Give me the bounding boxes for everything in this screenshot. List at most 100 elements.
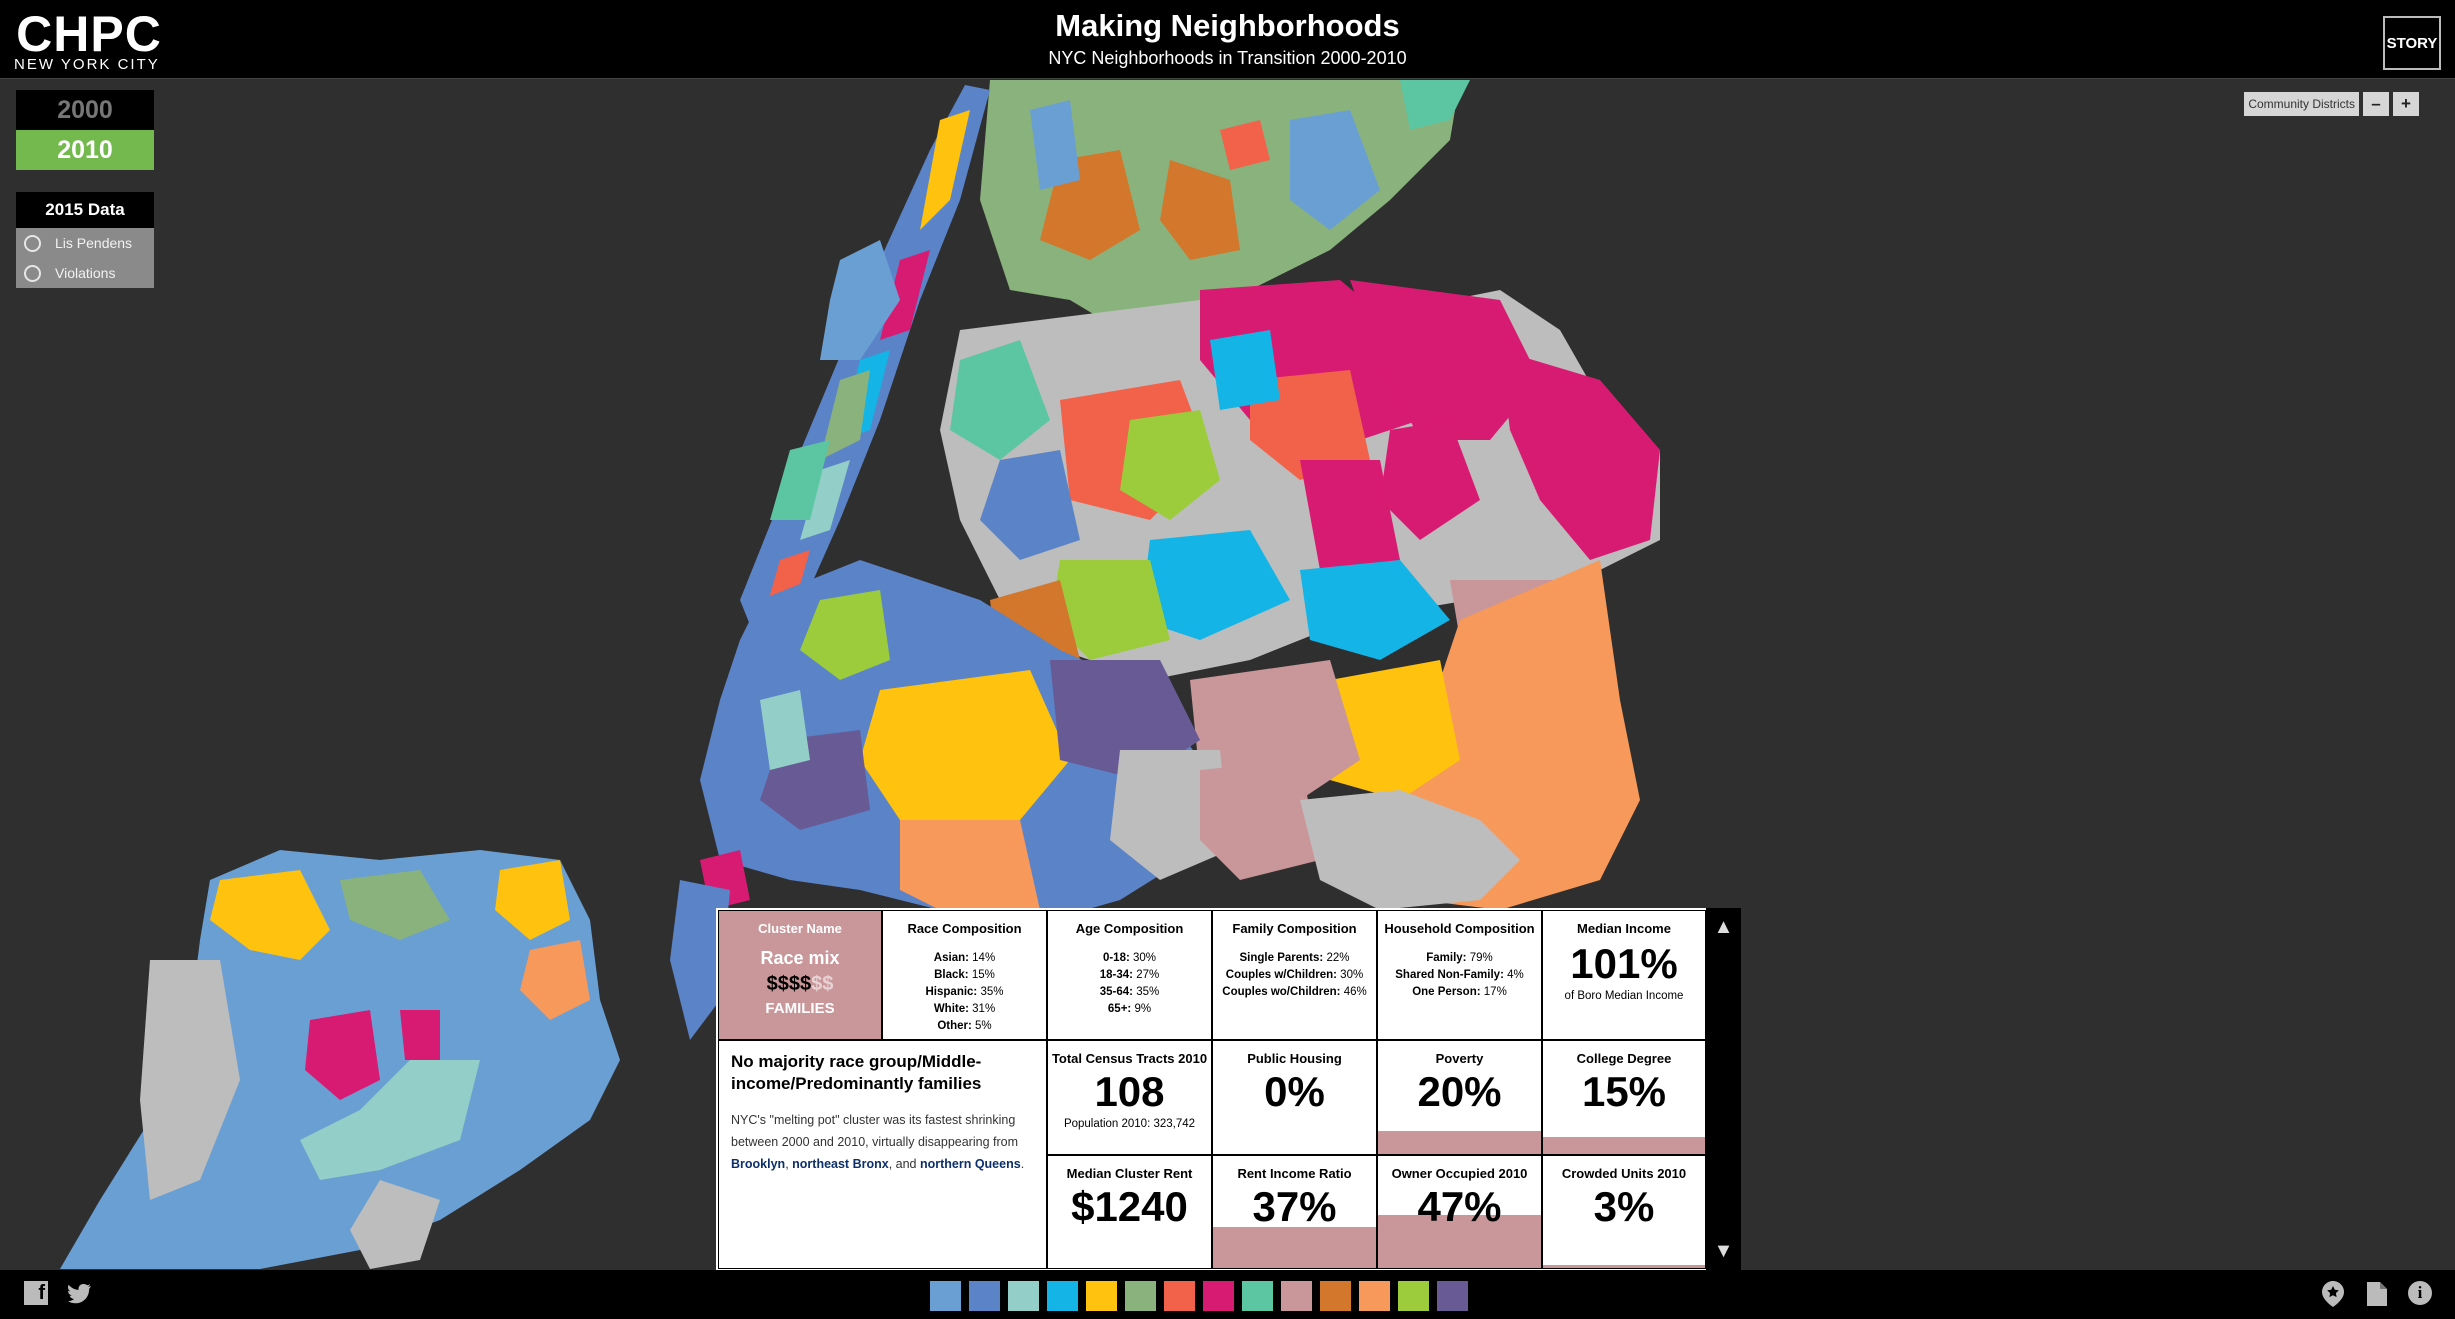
zoom-in-button[interactable]: + <box>2393 92 2419 116</box>
twitter-icon[interactable] <box>68 1284 92 1304</box>
legend-swatch[interactable] <box>1008 1281 1039 1311</box>
rent-income-ratio-bar <box>1213 1226 1376 1268</box>
document-icon[interactable] <box>2367 1282 2387 1306</box>
median-income-cell: Median Income 101% of Boro Median Income <box>1542 910 1706 1040</box>
zoom-out-button[interactable]: – <box>2363 92 2389 116</box>
household-composition-list: Family: 79% Shared Non-Family: 4% One Pe… <box>1395 952 1524 998</box>
facebook-icon[interactable]: f <box>24 1281 48 1305</box>
story-button[interactable]: STORY <box>2383 16 2441 70</box>
race-composition-cell: Race Composition Asian: 14% Black: 15% H… <box>882 910 1047 1040</box>
census-tracts-cell: Total Census Tracts 2010 108 Population … <box>1047 1040 1212 1155</box>
cluster-description-heading: No majority race group/Middle-income/Pre… <box>731 1052 982 1093</box>
queens-region[interactable] <box>940 280 1660 910</box>
family-composition-list: Single Parents: 22% Couples w/Children: … <box>1222 952 1367 998</box>
chpc-logo[interactable]: CHPC NEW YORK CITY <box>14 6 164 73</box>
year-2010-button[interactable]: 2010 <box>16 130 154 170</box>
age-composition-cell: Age Composition 0-18: 30% 18-34: 27% 35-… <box>1047 910 1212 1040</box>
community-districts-toggle[interactable]: Community Districts <box>2244 92 2359 116</box>
page-title: Making Neighborhoods <box>1055 8 1400 43</box>
owner-occupied-title: Owner Occupied 2010 <box>1391 1166 1528 1181</box>
crowded-units-bar <box>1543 1264 1705 1268</box>
staten-island-region[interactable] <box>60 850 620 1269</box>
scroll-up-icon[interactable]: ▲ <box>1713 915 1734 938</box>
owner-occupied-bar <box>1378 1215 1541 1268</box>
public-housing-cell: Public Housing 0% <box>1212 1040 1377 1155</box>
lis-pendens-label: Lis Pendens <box>55 235 133 251</box>
legend-swatch[interactable] <box>1203 1281 1234 1311</box>
poverty-value: 20% <box>1417 1068 1502 1115</box>
college-degree-cell: College Degree 15% <box>1542 1040 1706 1155</box>
college-degree-bar <box>1543 1137 1705 1154</box>
household-composition-title: Household Composition <box>1384 921 1535 936</box>
median-rent-value: $1240 <box>1071 1183 1188 1230</box>
link-northern-queens[interactable]: northern Queens <box>919 1157 1021 1171</box>
legend-swatch[interactable] <box>1164 1281 1195 1311</box>
map-controls: Community Districts – + <box>2244 92 2419 116</box>
violations-label: Violations <box>55 265 116 281</box>
census-tracts-title: Total Census Tracts 2010 <box>1051 1051 1208 1066</box>
jamaica-bay <box>1300 790 1520 910</box>
logo-subtext: NEW YORK CITY <box>14 56 160 73</box>
data-2015-panel: 2015 Data Lis Pendens Violations <box>16 192 154 288</box>
crowded-units-value: 3% <box>1593 1183 1655 1230</box>
cluster-type: FAMILIES <box>765 1000 835 1017</box>
bronx-region[interactable] <box>980 80 1470 330</box>
race-composition-title: Race Composition <box>907 921 1022 936</box>
median-income-note: of Boro Median Income <box>1564 990 1684 1002</box>
owner-occupied-value: 47% <box>1417 1183 1502 1230</box>
cluster-income-level: $$$$$$ <box>766 973 834 995</box>
legend-swatch[interactable] <box>1086 1281 1117 1311</box>
median-income-title: Median Income <box>1577 921 1671 936</box>
median-rent-cell: Median Cluster Rent $1240 <box>1047 1155 1212 1269</box>
info-icon[interactable]: i <box>2408 1281 2432 1305</box>
cluster-name-label: Cluster Name <box>758 921 842 936</box>
cluster-info-panel: Cluster Name Race mix $$$$$$ FAMILIES Ra… <box>716 908 1706 1270</box>
year-toggle: 2000 2010 <box>16 90 154 170</box>
radio-circle-icon <box>24 264 41 282</box>
lis-pendens-option[interactable]: Lis Pendens <box>16 228 154 258</box>
legend-swatch[interactable] <box>1281 1281 1312 1311</box>
race-composition-list: Asian: 14% Black: 15% Hispanic: 35% Whit… <box>925 952 1004 1032</box>
rent-income-ratio-title: Rent Income Ratio <box>1237 1166 1352 1181</box>
crowded-units-title: Crowded Units 2010 <box>1561 1166 1687 1181</box>
college-degree-value: 15% <box>1581 1068 1667 1115</box>
brooklyn-region[interactable] <box>670 560 1320 1040</box>
legend-swatch[interactable] <box>1359 1281 1390 1311</box>
legend-swatch[interactable] <box>1125 1281 1156 1311</box>
rent-income-ratio-cell: Rent Income Ratio 37% <box>1212 1155 1377 1269</box>
population-note: Population 2010: 323,742 <box>1063 1118 1196 1130</box>
age-composition-list: 0-18: 30% 18-34: 27% 35-64: 35% 65+: 9% <box>1099 952 1160 1015</box>
logo-text: CHPC <box>16 6 162 62</box>
legend-swatch[interactable] <box>1320 1281 1351 1311</box>
legend-swatch[interactable] <box>1437 1281 1468 1311</box>
link-northeast-bronx[interactable]: northeast Bronx <box>792 1157 889 1171</box>
legend-swatch[interactable] <box>969 1281 1000 1311</box>
census-tracts-value: 108 <box>1094 1068 1165 1115</box>
scroll-down-icon[interactable]: ▼ <box>1713 1239 1734 1262</box>
family-composition-cell: Family Composition Single Parents: 22% C… <box>1212 910 1377 1040</box>
rent-income-ratio-value: 37% <box>1252 1183 1337 1230</box>
cluster-name-cell: Cluster Name Race mix $$$$$$ FAMILIES <box>718 910 882 1040</box>
header-bar: CHPC NEW YORK CITY Making Neighborhoods … <box>0 0 2455 79</box>
poverty-title: Poverty <box>1435 1051 1484 1066</box>
link-brooklyn[interactable]: Brooklyn <box>731 1157 786 1171</box>
crowded-units-cell: Crowded Units 2010 3% <box>1542 1155 1706 1269</box>
radio-circle-icon <box>24 234 41 252</box>
year-2000-button[interactable]: 2000 <box>16 90 154 130</box>
legend-swatch[interactable] <box>1047 1281 1078 1311</box>
owner-occupied-cell: Owner Occupied 2010 47% <box>1377 1155 1542 1269</box>
page-subtitle: NYC Neighborhoods in Transition 2000-201… <box>1048 48 1407 68</box>
median-rent-title: Median Cluster Rent <box>1066 1166 1193 1181</box>
legend-swatch[interactable] <box>1242 1281 1273 1311</box>
violations-option[interactable]: Violations <box>16 258 154 288</box>
family-composition-title: Family Composition <box>1232 921 1357 936</box>
poverty-cell: Poverty 20% <box>1377 1040 1542 1155</box>
public-housing-title: Public Housing <box>1247 1051 1342 1066</box>
panel-scrollbar[interactable]: ▲ ▼ <box>1706 908 1741 1270</box>
data-2015-heading: 2015 Data <box>16 192 154 228</box>
cluster-description-text: NYC's "melting pot" cluster was its fast… <box>731 1113 1025 1171</box>
legend-swatch[interactable] <box>1398 1281 1429 1311</box>
legend-swatch[interactable] <box>930 1281 961 1311</box>
location-icon[interactable] <box>2322 1281 2344 1307</box>
median-income-value: 101% <box>1570 940 1678 987</box>
